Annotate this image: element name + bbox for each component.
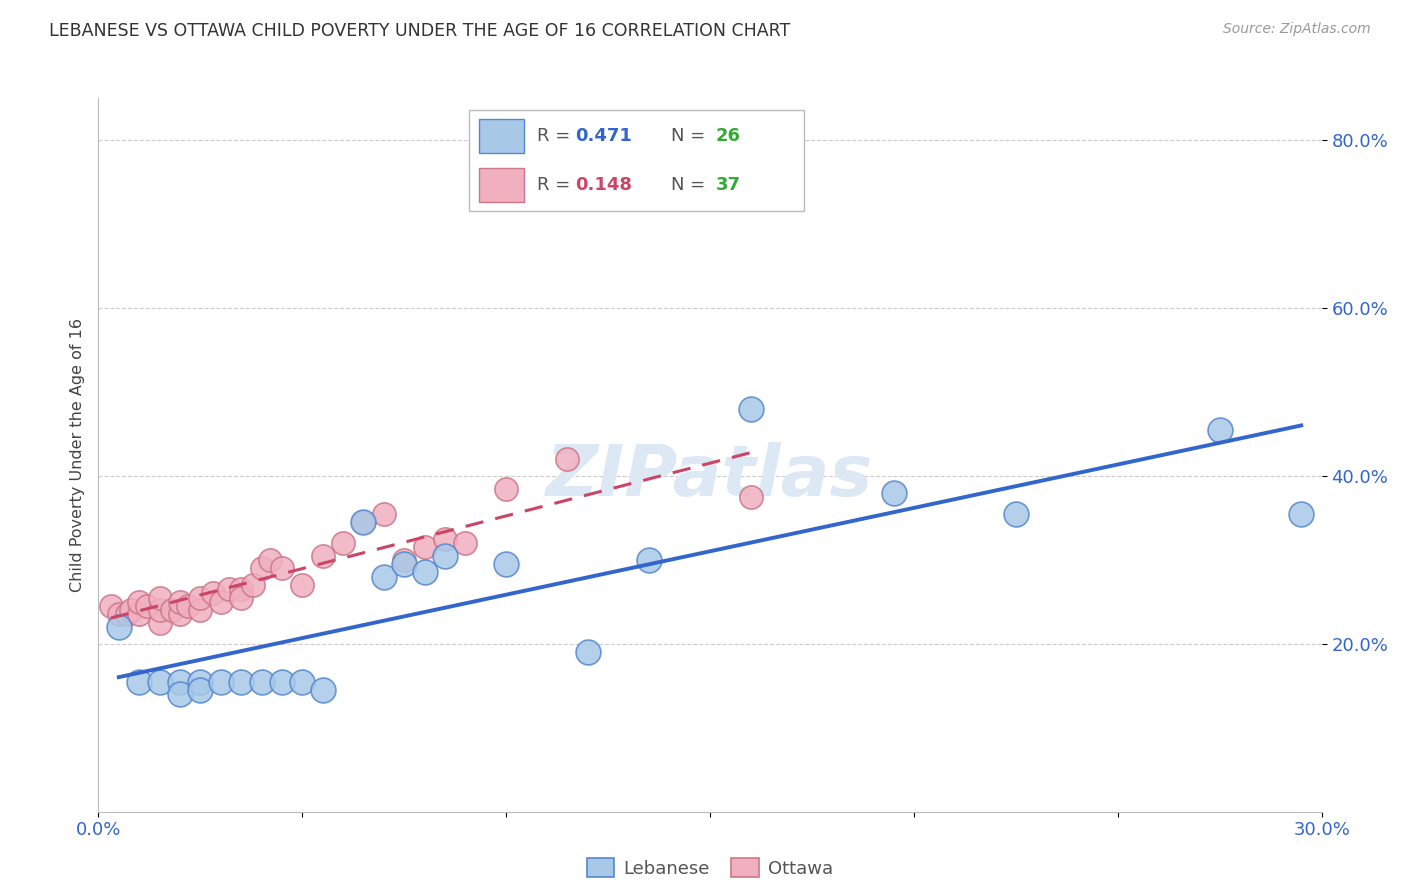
Point (242, 578, 264, 592)
Point (259, 553, 281, 567)
Point (209, 674, 232, 689)
Point (392, 557, 416, 571)
Point (637, 553, 661, 567)
Point (149, 674, 172, 689)
Point (177, 599, 200, 613)
Point (1291, 507, 1313, 521)
Point (291, 674, 314, 689)
Point (115, 607, 138, 622)
Point (169, 595, 191, 609)
Point (108, 607, 131, 622)
Point (352, 515, 374, 529)
Point (128, 607, 150, 622)
Text: Source: ZipAtlas.com: Source: ZipAtlas.com (1223, 22, 1371, 37)
Point (231, 674, 253, 689)
Point (576, 645, 599, 659)
Point (128, 595, 150, 609)
Point (188, 603, 212, 617)
Point (160, 603, 183, 617)
Point (332, 536, 354, 550)
Point (231, 591, 253, 605)
Point (434, 532, 457, 546)
Text: ZIPatlas: ZIPatlas (547, 442, 873, 511)
Point (495, 482, 517, 496)
Point (270, 561, 294, 575)
Point (883, 485, 905, 500)
Point (413, 541, 436, 555)
Point (454, 536, 477, 550)
Point (201, 586, 224, 600)
Point (120, 603, 142, 617)
Point (188, 674, 212, 689)
Point (209, 595, 232, 609)
Point (740, 490, 762, 504)
Y-axis label: Child Poverty Under the Age of 16: Child Poverty Under the Age of 16 (69, 318, 84, 592)
Legend: Lebanese, Ottawa: Lebanese, Ottawa (581, 851, 839, 885)
Point (555, 452, 579, 467)
Point (136, 599, 159, 613)
Point (373, 507, 395, 521)
Point (231, 582, 253, 597)
Point (169, 607, 191, 622)
Point (188, 591, 212, 605)
Point (740, 401, 762, 416)
Point (1004, 507, 1026, 521)
Point (312, 683, 335, 698)
Point (169, 687, 191, 701)
Point (312, 549, 335, 563)
Point (495, 557, 517, 571)
Point (250, 561, 273, 575)
Point (108, 620, 131, 634)
Text: LEBANESE VS OTTAWA CHILD POVERTY UNDER THE AGE OF 16 CORRELATION CHART: LEBANESE VS OTTAWA CHILD POVERTY UNDER T… (49, 22, 790, 40)
Point (434, 549, 457, 563)
Point (218, 582, 240, 597)
Point (392, 553, 416, 567)
Point (413, 566, 436, 580)
Point (250, 674, 273, 689)
Point (291, 578, 314, 592)
Point (128, 674, 150, 689)
Point (270, 674, 294, 689)
Point (169, 674, 191, 689)
Point (352, 515, 374, 529)
Point (373, 569, 395, 583)
Point (149, 591, 172, 605)
Point (100, 599, 122, 613)
Point (1209, 423, 1232, 437)
Point (149, 603, 172, 617)
Point (149, 615, 172, 630)
Point (188, 683, 212, 698)
